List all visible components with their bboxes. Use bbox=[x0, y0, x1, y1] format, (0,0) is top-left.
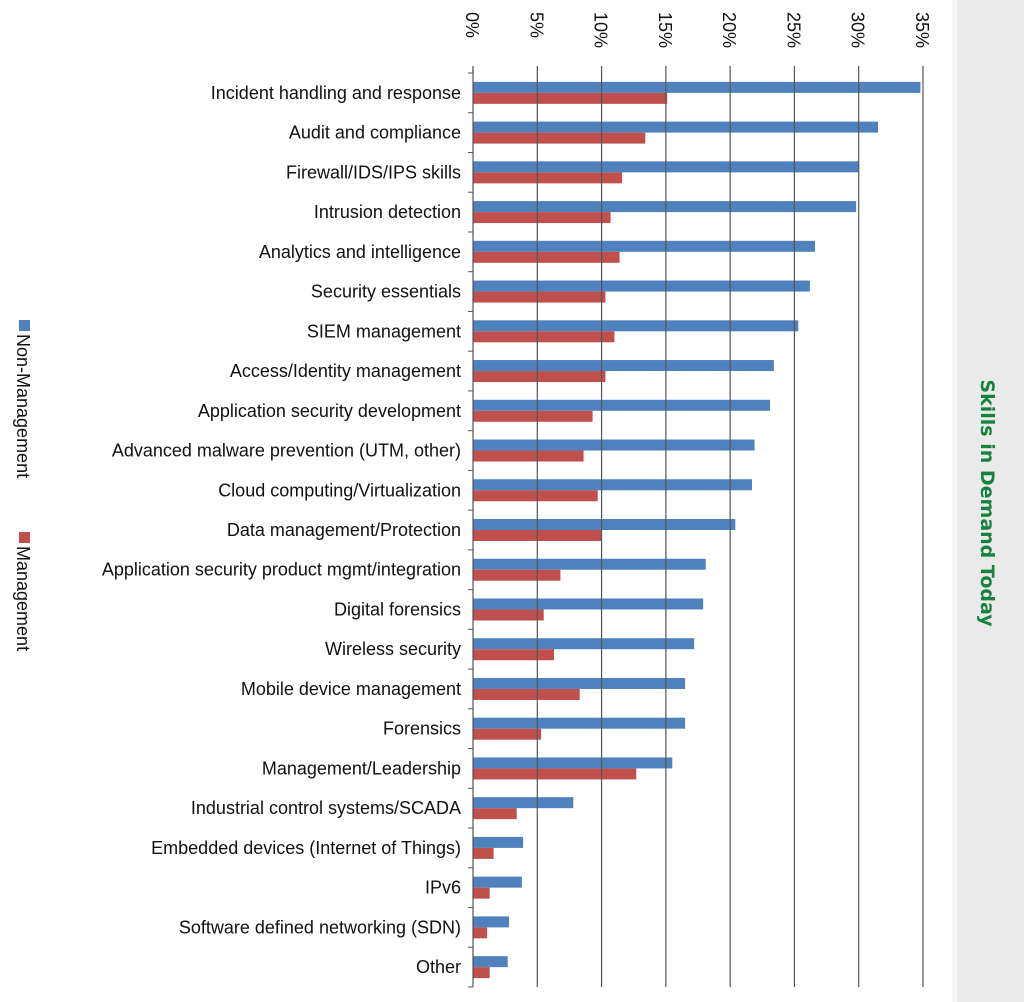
bar-management bbox=[473, 808, 517, 820]
bar-non-management bbox=[473, 956, 508, 968]
bar-management bbox=[473, 927, 488, 939]
title-band-edge bbox=[952, 0, 957, 1002]
category-label: Intrusion detection bbox=[314, 202, 461, 222]
bar-non-management bbox=[473, 81, 921, 93]
chart-title: Skills in Demand Today bbox=[976, 379, 998, 627]
bar-non-management bbox=[473, 836, 524, 848]
bar-management bbox=[473, 609, 544, 621]
bar-management bbox=[473, 728, 542, 740]
value-tick-label: 10% bbox=[591, 12, 611, 48]
category-label: Application security product mgmt/integr… bbox=[102, 560, 461, 580]
legend-swatch-management bbox=[19, 532, 30, 543]
category-label: Analytics and intelligence bbox=[259, 242, 461, 262]
category-label: Access/Identity management bbox=[230, 361, 461, 381]
category-label: Management/Leadership bbox=[262, 758, 461, 778]
bar-non-management bbox=[473, 876, 522, 888]
value-tick-label: 30% bbox=[848, 12, 868, 48]
bar-non-management bbox=[473, 439, 755, 451]
bar-non-management bbox=[473, 519, 736, 530]
bar-non-management bbox=[473, 717, 686, 729]
category-label: Other bbox=[416, 957, 461, 977]
bar-non-management bbox=[473, 757, 673, 769]
bar-management bbox=[473, 967, 490, 979]
category-label: SIEM management bbox=[307, 321, 461, 341]
category-label: IPv6 bbox=[425, 878, 461, 898]
value-tick-label: 35% bbox=[912, 12, 932, 48]
value-tick-label: 0% bbox=[462, 12, 482, 38]
value-tick-label: 25% bbox=[783, 12, 803, 48]
legend-label-non-management: Non-Management bbox=[13, 334, 33, 478]
category-label: Cloud computing/Virtualization bbox=[218, 480, 461, 500]
bar-non-management bbox=[473, 399, 770, 411]
bar-management bbox=[473, 649, 554, 661]
value-tick-label: 20% bbox=[719, 12, 739, 48]
bar-management bbox=[473, 410, 593, 422]
bar-management bbox=[473, 371, 606, 383]
category-label: Wireless security bbox=[325, 639, 461, 659]
bar-management bbox=[473, 768, 637, 780]
bar-non-management bbox=[473, 360, 774, 372]
bar-non-management bbox=[473, 797, 574, 809]
bar-management bbox=[473, 212, 611, 224]
title-band bbox=[952, 0, 1024, 1002]
bar-management bbox=[473, 92, 668, 104]
value-tick-label: 15% bbox=[655, 12, 675, 48]
category-label: Security essentials bbox=[311, 282, 461, 302]
category-label: Advanced malware prevention (UTM, other) bbox=[112, 441, 461, 461]
bar-management bbox=[473, 251, 620, 263]
value-tick-label: 5% bbox=[526, 12, 546, 38]
category-label: Mobile device management bbox=[241, 679, 461, 699]
bar-management bbox=[473, 450, 584, 462]
category-label: Forensics bbox=[383, 719, 461, 739]
category-label: Digital forensics bbox=[334, 599, 461, 619]
bar-management bbox=[473, 132, 646, 144]
bar-non-management bbox=[473, 916, 509, 928]
bar-non-management bbox=[473, 280, 810, 292]
category-label: Audit and compliance bbox=[289, 123, 461, 143]
category-label: Firewall/IDS/IPS skills bbox=[286, 162, 461, 182]
bar-non-management bbox=[473, 320, 799, 332]
legend-swatch-non-management bbox=[19, 320, 30, 331]
category-label: Application security development bbox=[198, 401, 461, 421]
category-label: Incident handling and response bbox=[211, 83, 461, 103]
bar-management bbox=[473, 291, 606, 303]
category-label: Industrial control systems/SCADA bbox=[191, 798, 461, 818]
bar-management bbox=[473, 569, 561, 581]
category-label: Embedded devices (Internet of Things) bbox=[151, 838, 461, 858]
bar-management bbox=[473, 172, 623, 184]
bar-management bbox=[473, 847, 494, 859]
bar-non-management bbox=[473, 638, 695, 650]
bar-non-management bbox=[473, 201, 857, 213]
category-label: Data management/Protection bbox=[227, 520, 461, 540]
bar-management bbox=[473, 490, 598, 502]
bar-management bbox=[473, 688, 580, 700]
bar-management bbox=[473, 887, 490, 899]
bar-non-management bbox=[473, 479, 752, 491]
bar-management bbox=[473, 331, 615, 343]
bar-non-management bbox=[473, 598, 704, 610]
bar-non-management bbox=[473, 240, 815, 252]
bar-non-management bbox=[473, 677, 686, 689]
category-label: Software defined networking (SDN) bbox=[179, 917, 461, 937]
bar-non-management bbox=[473, 558, 706, 570]
bar-non-management bbox=[473, 121, 878, 133]
legend-label-management: Management bbox=[13, 546, 33, 651]
